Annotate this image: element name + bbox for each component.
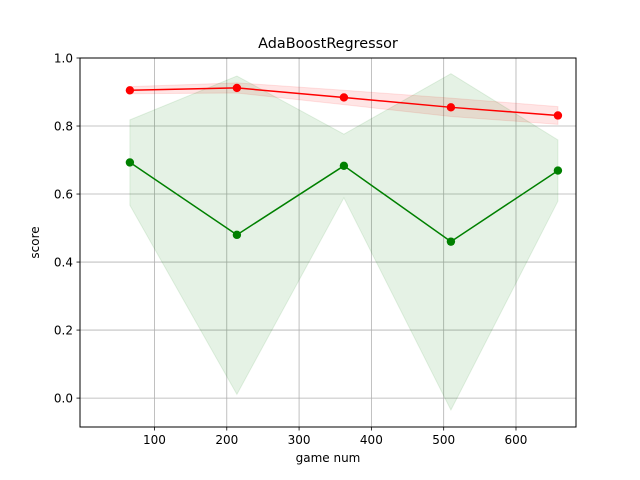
x-tick-label: 100 — [143, 433, 166, 447]
y-tick-label: 0.8 — [54, 119, 73, 133]
x-tick-label: 600 — [505, 433, 528, 447]
y-tick-label: 0.0 — [54, 391, 73, 405]
grid — [80, 57, 576, 427]
x-axis-label: game num — [296, 451, 361, 465]
series-points — [125, 83, 563, 246]
series-1-point — [232, 83, 242, 93]
series-2-band — [129, 73, 559, 412]
series-2-point — [125, 158, 135, 167]
series-1-point — [125, 86, 135, 95]
x-tick-label: 300 — [288, 433, 311, 447]
x-tick-label: 400 — [360, 433, 383, 447]
series-1-point — [446, 103, 456, 112]
series-1-point — [553, 111, 563, 120]
y-tick-label: 0.4 — [54, 255, 73, 269]
confidence-bands — [129, 73, 559, 412]
series-2-point — [232, 230, 242, 240]
chart-title: AdaBoostRegressor — [258, 36, 398, 52]
y-tick-label: 0.6 — [54, 187, 73, 201]
y-axis-label: score — [28, 226, 42, 258]
y-tick-label: 0.2 — [54, 323, 73, 337]
series-2-point — [553, 166, 563, 175]
series-2-point — [339, 161, 349, 171]
x-tick-label: 500 — [432, 433, 455, 447]
axis-ticks: 100 200 300 400 500 600 0.0 0.2 0.4 0.6 0.8 1.0 — [54, 51, 528, 447]
y-tick-label: 1.0 — [54, 51, 73, 65]
series-1-point — [339, 93, 349, 102]
series-2-point — [446, 237, 456, 246]
plot-area-frame — [79, 57, 577, 428]
x-tick-label: 200 — [215, 433, 238, 447]
series-1-band — [129, 82, 559, 125]
